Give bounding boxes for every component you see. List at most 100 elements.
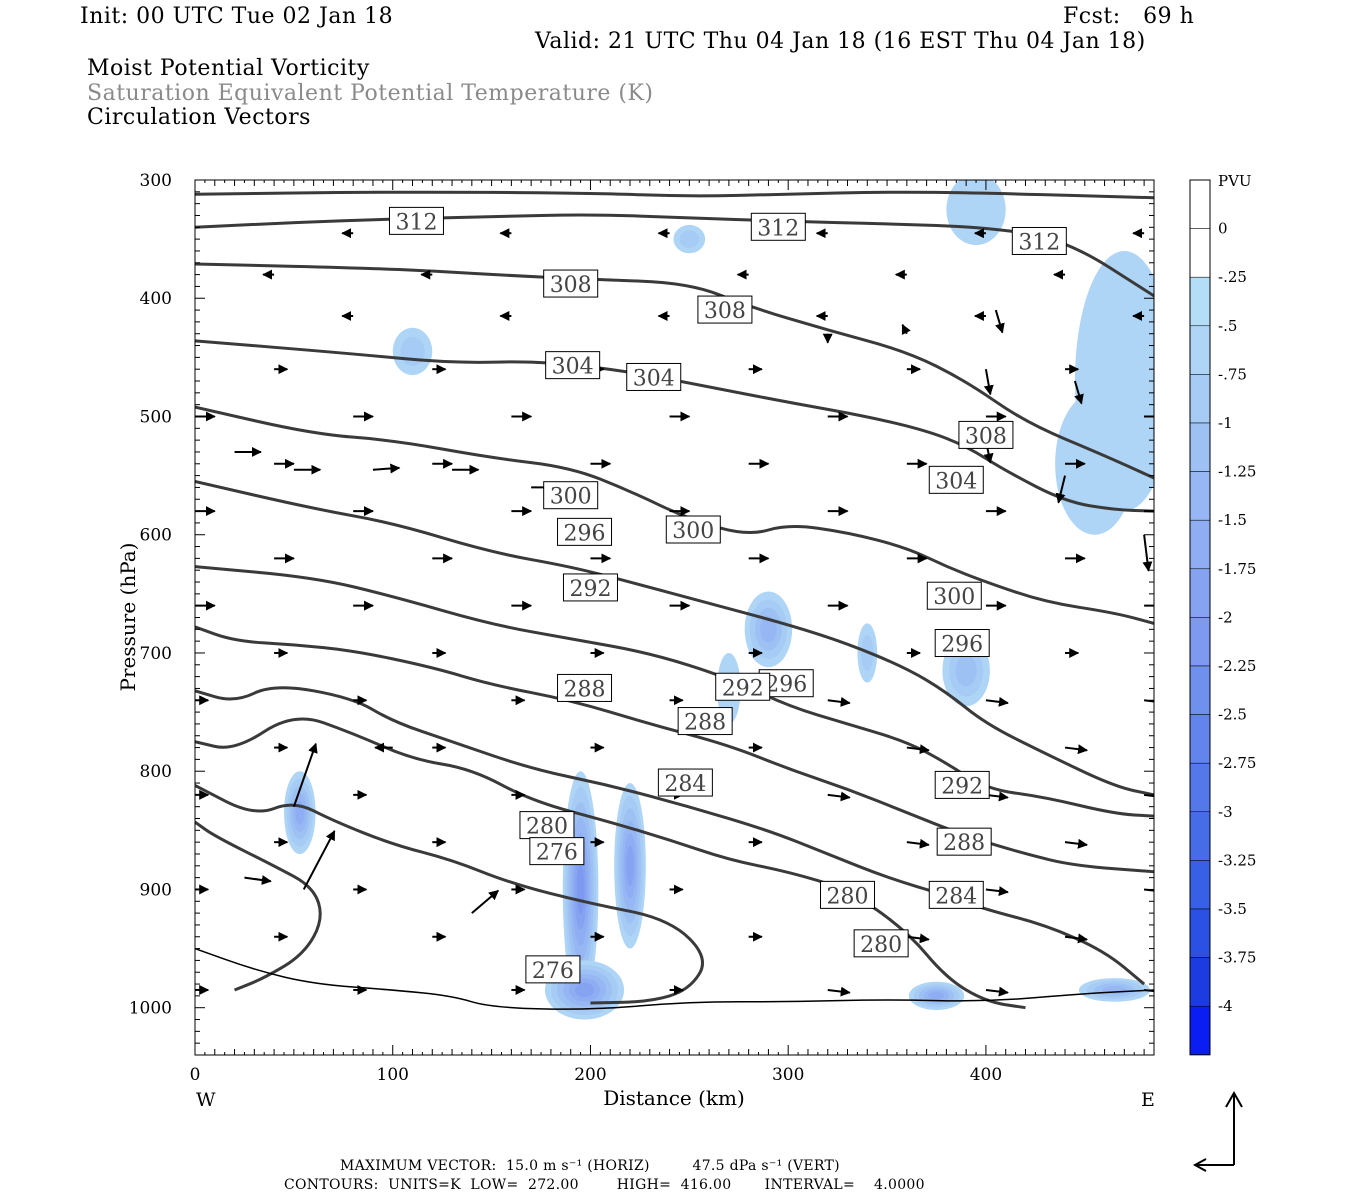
colorbar-swatch xyxy=(1189,617,1211,667)
circulation-vector xyxy=(906,744,930,755)
colorbar-swatch xyxy=(1189,422,1211,472)
valid-time: Valid: 21 UTC Thu 04 Jan 18 (16 EST Thu … xyxy=(535,29,1146,54)
x-tick-label: 400 xyxy=(970,1065,1002,1085)
pv-region xyxy=(955,654,977,687)
contour-label-text: 296 xyxy=(765,673,807,698)
theta-contour-312 xyxy=(195,213,1154,298)
colorbar-label: -3.25 xyxy=(1218,851,1256,869)
contour-label-text: 276 xyxy=(536,841,578,866)
pv-region xyxy=(760,616,777,643)
contour-label: 288 xyxy=(936,827,992,856)
circulation-vector xyxy=(901,323,911,335)
colorbar-label: 0 xyxy=(1218,220,1228,238)
contour-label-text: 300 xyxy=(672,519,714,544)
pv-region xyxy=(679,230,700,248)
contour-label-text: 292 xyxy=(722,676,764,701)
colorbar-label: -2.75 xyxy=(1218,754,1256,772)
theta-contour-304 xyxy=(195,339,1154,513)
west-label: W xyxy=(196,1089,216,1111)
contour-label-text: 284 xyxy=(664,772,706,797)
pv-region xyxy=(946,180,1006,246)
circulation-vector xyxy=(1073,380,1084,405)
colorbar-label: -.5 xyxy=(1218,317,1237,335)
circulation-vector xyxy=(827,696,851,707)
x-tick-label: 100 xyxy=(377,1065,409,1085)
contour-label: 288 xyxy=(677,707,733,736)
colorbar-label: -.25 xyxy=(1218,268,1247,286)
contour-label-text: 276 xyxy=(532,959,574,984)
circulation-vector xyxy=(983,369,994,396)
y-tick-label: 300 xyxy=(140,171,172,191)
pv-region xyxy=(626,845,634,886)
contour-info: CONTOURS: UNITS=K LOW= 272.00 HIGH= 416.… xyxy=(284,1177,925,1193)
y-tick-label: 500 xyxy=(140,407,172,427)
contour-label: 304 xyxy=(626,362,682,391)
colorbar-swatch xyxy=(1189,179,1211,229)
contour-label-text: 304 xyxy=(633,366,675,391)
circulation-vector xyxy=(1064,838,1089,849)
pv-region xyxy=(1055,392,1135,535)
colorbar-swatch xyxy=(1189,908,1211,958)
contour-label: 292 xyxy=(562,573,618,602)
contour-label-text: 296 xyxy=(941,633,983,658)
contour-label: 292 xyxy=(934,770,990,799)
circulation-vector xyxy=(292,742,318,808)
circulation-vector xyxy=(906,838,930,849)
ground-line xyxy=(195,947,1154,1010)
colorbar-label: -4 xyxy=(1218,997,1233,1015)
x-tick-label: 200 xyxy=(574,1065,606,1085)
contour-label-text: 312 xyxy=(1018,230,1060,255)
x-axis-label: Distance (km) xyxy=(603,1086,745,1110)
circulation-vector xyxy=(827,986,851,997)
init-time: Init: 00 UTC Tue 02 Jan 18 xyxy=(80,4,394,29)
contour-label: 308 xyxy=(697,295,753,324)
circulation-vector xyxy=(985,986,1009,997)
contour-label: 276 xyxy=(525,955,581,984)
colorbar-label: -3.75 xyxy=(1218,949,1256,967)
circulation-vector xyxy=(1055,475,1066,504)
forecast-hour: Fcst: 69 h xyxy=(1063,4,1195,29)
contour-label-text: 280 xyxy=(827,884,869,909)
contour-label-text: 280 xyxy=(860,933,902,958)
colorbar-swatch xyxy=(1189,811,1211,861)
contour-label-text: 284 xyxy=(935,884,977,909)
circulation-vector xyxy=(302,830,336,890)
contour-label: 284 xyxy=(928,880,984,909)
colorbar-label: -2.25 xyxy=(1218,657,1256,675)
contour-label: 296 xyxy=(934,629,990,658)
contour-label-text: 288 xyxy=(564,677,606,702)
colorbar-label: -2 xyxy=(1218,608,1233,626)
contour-label: 280 xyxy=(519,811,575,840)
contour-label-text: 280 xyxy=(526,815,568,840)
colorbar-swatch xyxy=(1189,714,1211,764)
title-pv: Moist Potential Vorticity xyxy=(87,56,370,81)
colorbar-swatch xyxy=(1189,519,1211,570)
theta-contours xyxy=(195,190,1154,1010)
contour-label: 308 xyxy=(543,269,599,298)
contour-label-text: 300 xyxy=(550,485,592,510)
theta-contour-300 xyxy=(195,405,1154,625)
contour-label-text: 296 xyxy=(564,521,606,546)
contour-label: 312 xyxy=(1011,226,1067,255)
circulation-vector xyxy=(985,696,1009,707)
colorbar-swatch xyxy=(1189,228,1211,278)
reference-vector-icon xyxy=(1192,1090,1243,1172)
circulation-vector xyxy=(1143,793,1154,798)
colorbar: PVU 0 -.25 -.5 -.75 -1 -1.25 -1.5 -1.75 -2 -2.25 -2… xyxy=(1189,172,1256,1056)
theta-contour-316 xyxy=(195,190,1154,200)
contour-label-text: 312 xyxy=(757,216,799,241)
colorbar-label: -1.25 xyxy=(1218,463,1256,481)
circulation-vector xyxy=(827,791,851,802)
colorbar-swatch xyxy=(1189,665,1211,715)
y-tick-label: 600 xyxy=(140,526,172,546)
contour-label: 300 xyxy=(543,481,599,510)
pv-region xyxy=(574,982,595,998)
contour-label: 312 xyxy=(750,212,806,241)
contour-label-text: 304 xyxy=(935,469,977,494)
colorbar-swatch xyxy=(1189,276,1211,327)
circulation-vectors xyxy=(195,228,1154,997)
plot-frame xyxy=(194,179,1155,1056)
theta-contour-276 xyxy=(195,784,704,1005)
circulation-vector xyxy=(372,463,401,474)
